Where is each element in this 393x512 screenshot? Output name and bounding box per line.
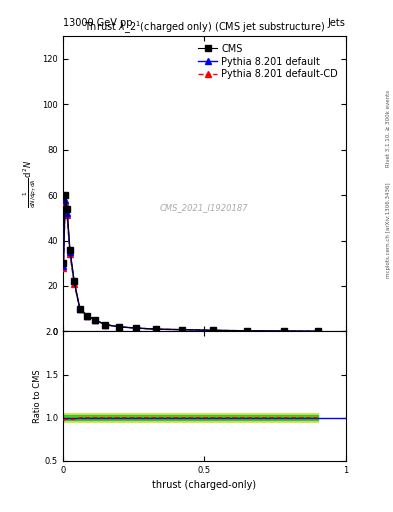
Y-axis label: Ratio to CMS: Ratio to CMS [33,369,42,423]
CMS [84,312,89,318]
Pythia 8.201 default [211,327,215,333]
CMS [244,328,249,334]
Pythia 8.201 default [72,279,77,285]
CMS [68,246,72,252]
Pythia 8.201 default-CD [93,317,98,323]
CMS [61,260,66,266]
CMS [63,192,68,198]
Y-axis label: $\frac{1}{\mathrm{d}N / \mathrm{d}p_T\,\mathrm{d}\lambda}\,\mathrm{d}^2N$: $\frac{1}{\mathrm{d}N / \mathrm{d}p_T\,\… [22,160,39,208]
Pythia 8.201 default-CD [65,212,70,219]
Pythia 8.201 default-CD [244,328,249,334]
Pythia 8.201 default-CD [72,281,77,287]
Pythia 8.201 default-CD [134,325,139,331]
Text: 13000 GeV pp: 13000 GeV pp [63,18,132,28]
Pythia 8.201 default [281,328,286,334]
CMS [103,322,108,328]
CMS [77,306,82,312]
Pythia 8.201 default-CD [179,327,184,333]
Pythia 8.201 default [315,328,320,334]
X-axis label: thrust (charged-only): thrust (charged-only) [152,480,256,490]
CMS [117,324,122,330]
Pythia 8.201 default [65,210,70,216]
CMS [154,326,159,332]
Pythia 8.201 default [134,325,139,331]
Line: CMS: CMS [61,192,320,334]
Pythia 8.201 default [61,263,66,269]
Text: CMS_2021_I1920187: CMS_2021_I1920187 [160,203,249,212]
CMS [93,317,98,323]
CMS [315,328,320,334]
Legend: CMS, Pythia 8.201 default, Pythia 8.201 default-CD: CMS, Pythia 8.201 default, Pythia 8.201 … [195,40,341,82]
Pythia 8.201 default [68,249,72,255]
Pythia 8.201 default [154,326,159,332]
Pythia 8.201 default [93,317,98,323]
Pythia 8.201 default-CD [211,327,215,333]
CMS [211,327,215,333]
Text: Jets: Jets [328,18,346,28]
Pythia 8.201 default-CD [77,306,82,312]
Pythia 8.201 default-CD [117,324,122,330]
Pythia 8.201 default-CD [281,328,286,334]
CMS [179,327,184,333]
Pythia 8.201 default-CD [68,251,72,257]
Text: Rivet 3.1.10, ≥ 300k events: Rivet 3.1.10, ≥ 300k events [386,90,391,166]
Pythia 8.201 default [84,312,89,318]
Pythia 8.201 default-CD [84,312,89,318]
Pythia 8.201 default-CD [61,265,66,271]
Pythia 8.201 default [117,324,122,330]
CMS [134,325,139,331]
Pythia 8.201 default [63,197,68,203]
Title: Thrust $\lambda\_2^1$(charged only) (CMS jet substructure): Thrust $\lambda\_2^1$(charged only) (CMS… [84,19,325,36]
Line: Pythia 8.201 default: Pythia 8.201 default [61,197,320,334]
Pythia 8.201 default-CD [315,328,320,334]
Pythia 8.201 default-CD [63,199,68,205]
Pythia 8.201 default-CD [154,326,159,332]
Pythia 8.201 default [103,322,108,328]
Pythia 8.201 default [77,306,82,312]
CMS [281,328,286,334]
Line: Pythia 8.201 default-CD: Pythia 8.201 default-CD [61,199,320,334]
Text: mcplots.cern.ch [arXiv:1306.3436]: mcplots.cern.ch [arXiv:1306.3436] [386,183,391,278]
Pythia 8.201 default [244,328,249,334]
Pythia 8.201 default [179,327,184,333]
CMS [72,279,77,285]
CMS [65,206,70,212]
Pythia 8.201 default-CD [103,322,108,328]
